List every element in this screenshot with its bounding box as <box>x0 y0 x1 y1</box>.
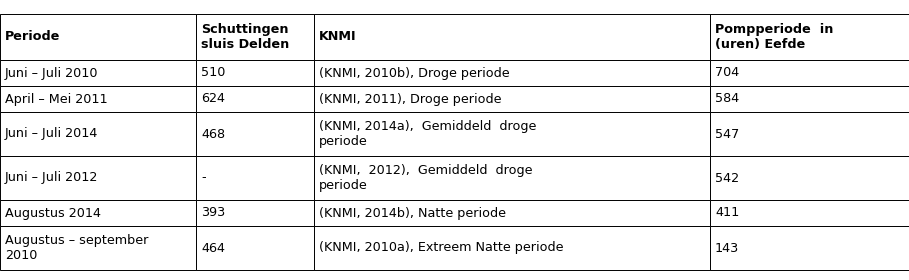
Bar <box>710 86 909 112</box>
Bar <box>196 60 314 86</box>
Bar <box>314 226 710 270</box>
Bar <box>710 14 909 60</box>
Bar <box>0 86 196 112</box>
Text: (KNMI, 2014a),  Gemiddeld  droge
periode: (KNMI, 2014a), Gemiddeld droge periode <box>319 120 536 148</box>
Text: Augustus 2014: Augustus 2014 <box>5 207 101 220</box>
Bar <box>0 112 196 156</box>
Text: (KNMI, 2010b), Droge periode: (KNMI, 2010b), Droge periode <box>319 67 510 80</box>
Text: Juni – Juli 2014: Juni – Juli 2014 <box>5 127 98 141</box>
Text: 411: 411 <box>715 207 739 220</box>
Text: (KNMI,  2012),  Gemiddeld  droge
periode: (KNMI, 2012), Gemiddeld droge periode <box>319 164 533 192</box>
Bar <box>196 14 314 60</box>
Bar <box>196 86 314 112</box>
Bar <box>710 112 909 156</box>
Text: (KNMI, 2011), Droge periode: (KNMI, 2011), Droge periode <box>319 92 502 106</box>
Bar <box>0 226 196 270</box>
Text: Juni – Juli 2010: Juni – Juli 2010 <box>5 67 98 80</box>
Bar <box>314 14 710 60</box>
Text: KNMI: KNMI <box>319 31 356 43</box>
Bar <box>196 156 314 200</box>
Text: 547: 547 <box>715 127 739 141</box>
Text: 393: 393 <box>201 207 225 220</box>
Bar <box>314 112 710 156</box>
Bar <box>0 14 196 60</box>
Bar <box>0 156 196 200</box>
Bar <box>710 156 909 200</box>
Text: Augustus – september
2010: Augustus – september 2010 <box>5 234 148 262</box>
Text: Pompperiode  in
(uren) Eefde: Pompperiode in (uren) Eefde <box>715 23 834 51</box>
Text: 143: 143 <box>715 241 739 255</box>
Bar <box>0 60 196 86</box>
Text: 584: 584 <box>715 92 739 106</box>
Text: Schuttingen
sluis Delden: Schuttingen sluis Delden <box>201 23 289 51</box>
Text: 510: 510 <box>201 67 225 80</box>
Bar <box>196 226 314 270</box>
Text: 464: 464 <box>201 241 225 255</box>
Text: 704: 704 <box>715 67 739 80</box>
Bar <box>314 200 710 226</box>
Bar <box>314 86 710 112</box>
Bar <box>710 226 909 270</box>
Text: 542: 542 <box>715 171 739 185</box>
Text: 468: 468 <box>201 127 225 141</box>
Text: -: - <box>201 171 205 185</box>
Bar <box>314 60 710 86</box>
Bar <box>710 200 909 226</box>
Bar <box>0 200 196 226</box>
Text: April – Mei 2011: April – Mei 2011 <box>5 92 107 106</box>
Text: Periode: Periode <box>5 31 60 43</box>
Text: Juni – Juli 2012: Juni – Juli 2012 <box>5 171 98 185</box>
Bar <box>196 112 314 156</box>
Bar <box>710 60 909 86</box>
Text: 624: 624 <box>201 92 225 106</box>
Bar <box>314 156 710 200</box>
Text: (KNMI, 2014b), Natte periode: (KNMI, 2014b), Natte periode <box>319 207 506 220</box>
Bar <box>196 200 314 226</box>
Text: (KNMI, 2010a), Extreem Natte periode: (KNMI, 2010a), Extreem Natte periode <box>319 241 564 255</box>
